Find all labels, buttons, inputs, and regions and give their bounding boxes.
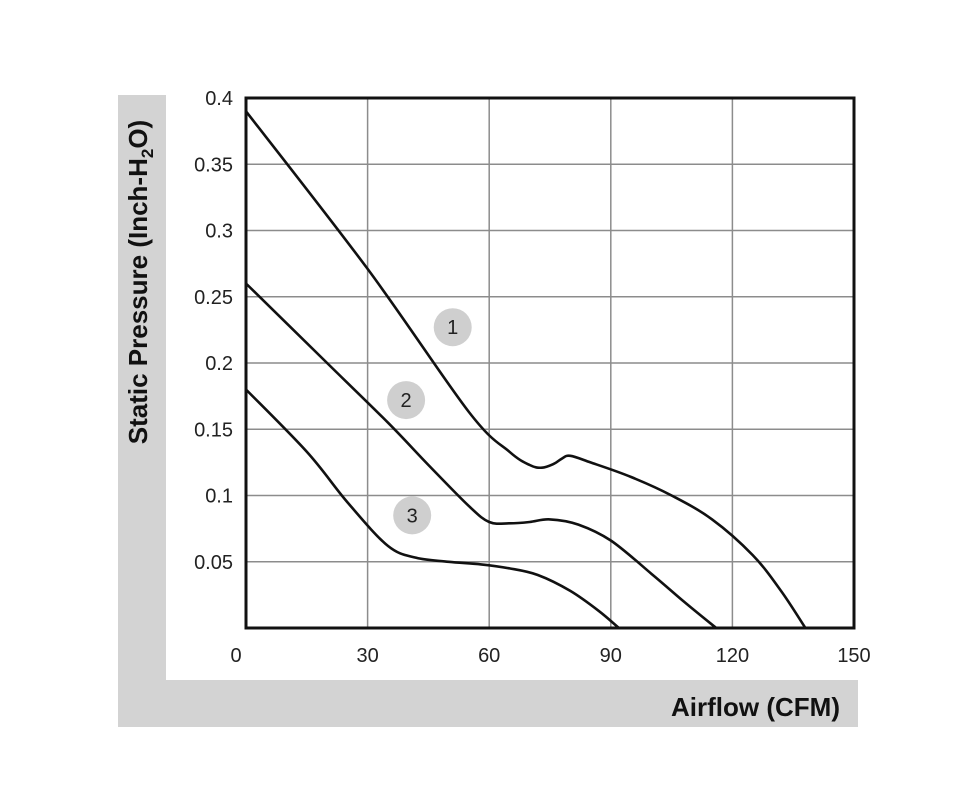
series-line-1: [244, 110, 807, 629]
x-tick-label: 150: [837, 645, 870, 667]
y-tick-label: 0.15: [194, 419, 233, 441]
x-axis-band: [118, 680, 858, 727]
curve-marker-label: 1: [447, 317, 458, 339]
y-tick-label: 0.25: [194, 287, 233, 309]
plot-frame: [244, 96, 856, 630]
x-tick-label: 90: [600, 645, 622, 667]
y-tick-label: 0.05: [194, 552, 233, 574]
series-layer: [244, 110, 807, 630]
x-tick-label: 120: [716, 645, 749, 667]
y-axis-title: Static Pressure (Inch-H2O): [123, 120, 157, 444]
y-tick-label: 0.2: [205, 353, 233, 375]
y-axis-title-subscript: 2: [138, 149, 157, 158]
x-tick-label: 60: [478, 645, 500, 667]
curve-marker-label: 2: [401, 390, 412, 412]
series-line-2: [245, 282, 718, 630]
x-axis-title: Airflow (CFM): [671, 692, 840, 722]
y-tick-label: 0.4: [205, 88, 233, 110]
series-line-3: [245, 388, 620, 629]
y-axis-title-end: O): [123, 120, 153, 149]
tick-labels: 0 30 60 90 120 150 0.05 0.1 0.15 0.2 0.25 0.3 0.35 0.…: [194, 88, 871, 667]
y-axis-band: [118, 95, 166, 727]
y-tick-label: 0.3: [205, 221, 233, 243]
x-tick-label: 0: [230, 645, 241, 667]
curve-marker-label: 3: [407, 505, 418, 527]
curve-marker-1: [433, 308, 472, 347]
x-tick-label: 30: [356, 645, 378, 667]
curve-marker-2: [387, 381, 426, 420]
curve-markers: 1 2 3: [387, 308, 472, 535]
y-axis-title-main: Static Pressure (Inch-H: [123, 158, 153, 444]
y-tick-label: 0.1: [205, 486, 233, 508]
y-tick-label: 0.35: [194, 154, 233, 176]
grid: [246, 98, 854, 628]
curve-marker-3: [393, 496, 432, 535]
